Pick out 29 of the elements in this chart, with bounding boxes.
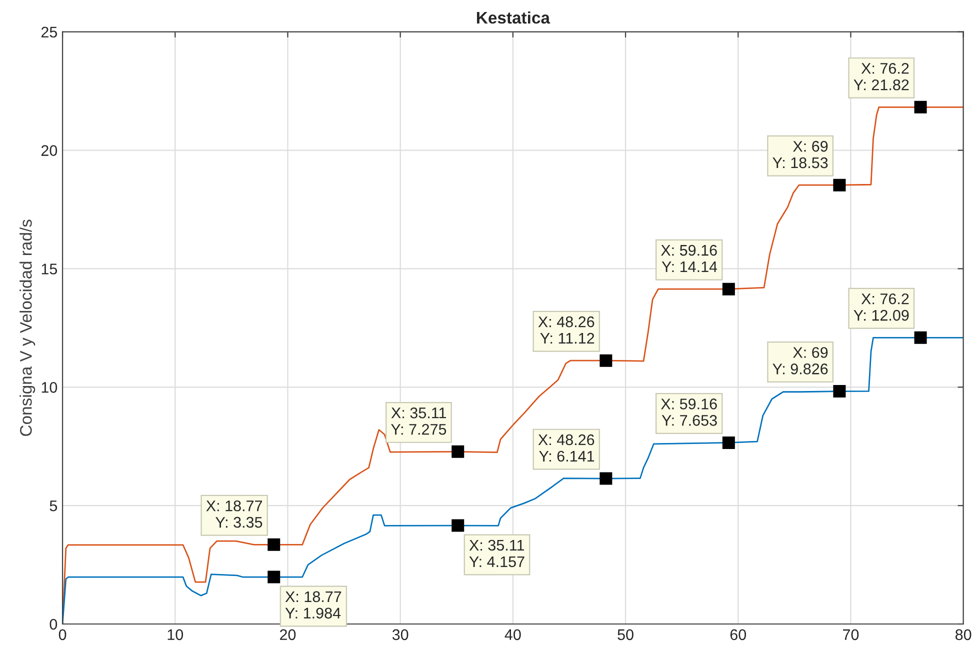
x-tick-label: 20 (280, 629, 296, 640)
annotation: X: 76.2 Y: 12.09 (854, 293, 909, 321)
y-axis-title: Consigna V y Velocidad rad/s (20, 220, 36, 436)
annotation: X: 18.77 Y: 1.984 (285, 591, 342, 619)
y-tick-label: 15 (42, 264, 58, 274)
y-tick-label: 10 (42, 382, 58, 393)
annotation: X: 35.11 Y: 4.157 (469, 540, 524, 568)
x-tick-label: 60 (730, 629, 746, 640)
y-tick-label: 0 (50, 618, 58, 630)
x-tick-label: 30 (392, 629, 408, 640)
chart-title: Kestatica (476, 11, 550, 24)
y-tick-label: 20 (41, 145, 58, 156)
x-tick-label: 70 (843, 629, 859, 640)
annotation: X: 18.77 Y: 3.35 (206, 500, 262, 528)
y-tick-label: 25 (41, 26, 58, 38)
annotation: X: 69 Y: 9.826 (772, 347, 828, 374)
annotation: X: 69 Y: 18.53 (772, 140, 828, 168)
annotation: X: 59.16 Y: 7.653 (660, 398, 717, 426)
annotation: X: 76.2 Y: 21.82 (854, 62, 909, 90)
annotation: X: 48.26 Y: 11.12 (538, 316, 594, 344)
x-tick-label: 80 (955, 629, 972, 640)
x-tick-label: 50 (618, 629, 634, 640)
x-tick-label: 10 (168, 629, 184, 640)
annotation: X: 35.11 Y: 7.275 (391, 408, 446, 435)
x-tick-label: 40 (504, 629, 521, 640)
x-tick-label: 0 (58, 629, 66, 640)
annotation: X: 59.16 Y: 14.14 (660, 244, 718, 272)
annotation: X: 48.26 Y: 6.141 (538, 434, 594, 462)
y-tick-label: 5 (50, 500, 58, 512)
